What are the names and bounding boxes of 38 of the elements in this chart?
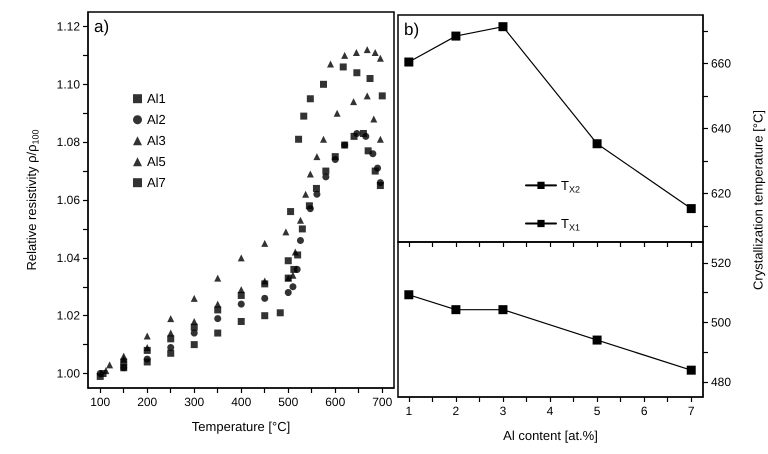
x-axis-title: Al content [at.%] [503,428,598,443]
x-tick-label: 500 [278,395,299,409]
y-tick-label: 480 [711,375,732,390]
y-tick-label: 1.08 [56,135,80,150]
legend-label: Al5 [147,154,166,170]
y-tick-label: 620 [711,186,732,200]
annotation: a) [94,17,110,36]
x-tick-label: 3 [500,404,507,418]
x-tick-label: 1 [405,404,412,418]
x-tick-label: 700 [372,395,393,409]
annotation: b) [404,20,420,39]
x-tick-label: 7 [688,404,695,418]
y-tick-label: 1.02 [56,308,80,323]
y-tick-label: 1.12 [56,19,80,34]
y-tick-label: 500 [711,315,732,330]
y-tick-label: 1.06 [56,193,80,207]
y-tick-label: 640 [711,122,732,136]
x-tick-label: 300 [184,395,205,409]
x-tick-label: 600 [325,395,346,409]
y-tick-label: 1.04 [56,250,80,265]
x-tick-label: 6 [640,404,648,418]
legend-label: Al1 [147,91,166,106]
y-tick-label: 1.10 [56,77,80,92]
x-axis-title: Temperature [°C] [192,419,290,434]
x-tick-label: 5 [594,404,601,418]
y-tick-label: 660 [711,56,732,71]
x-tick-label: 200 [137,395,158,409]
y-axis-title: Relative resistivity ρ/ρ100 [24,129,40,271]
x-tick-label: 100 [90,395,111,409]
x-tick-label: 2 [452,404,460,418]
y-axis-title: Crystallization temperature [°C] [750,110,766,290]
legend-label: Al2 [147,112,166,128]
y-tick-label: 520 [711,256,732,270]
legend-label: Al7 [147,175,166,190]
x-tick-label: 4 [546,404,554,418]
x-tick-label: 400 [231,395,252,409]
legend-label: Al3 [147,133,166,148]
y-tick-label: 1.00 [56,366,80,381]
